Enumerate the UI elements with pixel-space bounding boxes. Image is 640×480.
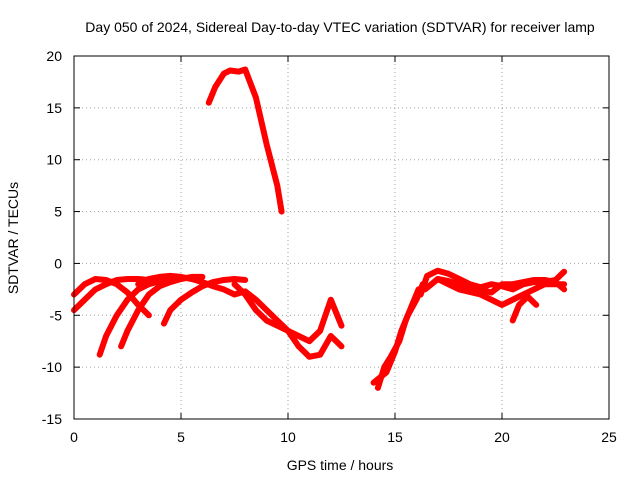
- y-tick-label: 0: [54, 255, 62, 271]
- series-arc4: [118, 273, 206, 350]
- y-tick-label: 10: [46, 152, 62, 168]
- series-arc5: [160, 276, 249, 327]
- series-arc3: [96, 276, 174, 358]
- y-axis-label: SDTVAR / TECUs: [5, 182, 21, 294]
- y-tick-label: 5: [54, 204, 62, 220]
- chart-title: Day 050 of 2024, Sidereal Day-to-day VTE…: [85, 19, 595, 35]
- data-series: [71, 66, 568, 391]
- series-arc13: [434, 276, 568, 296]
- y-tick-label: -10: [42, 359, 62, 375]
- x-tick-label: 25: [601, 429, 617, 445]
- x-tick-label: 15: [387, 429, 403, 445]
- x-tick-label: 0: [70, 429, 78, 445]
- grid: [74, 56, 609, 419]
- y-tick-label: -15: [42, 411, 62, 427]
- x-axis-label: GPS time / hours: [287, 457, 394, 473]
- y-tick-label: 20: [46, 48, 62, 64]
- x-tick-label: 5: [177, 429, 185, 445]
- y-tick-label: -5: [50, 307, 63, 323]
- series-arc8: [205, 66, 285, 215]
- series-arc10: [374, 286, 422, 391]
- series-arc7: [231, 281, 345, 345]
- x-tick-label: 10: [280, 429, 296, 445]
- y-tick-label: 15: [46, 100, 62, 116]
- plot-frame: [73, 55, 610, 420]
- axis-ticks: 0 5 10 15 20 25 -15 -10 -5 0 5 10 15 20: [42, 48, 617, 445]
- x-tick-label: 20: [494, 429, 510, 445]
- series-arc14: [509, 293, 540, 324]
